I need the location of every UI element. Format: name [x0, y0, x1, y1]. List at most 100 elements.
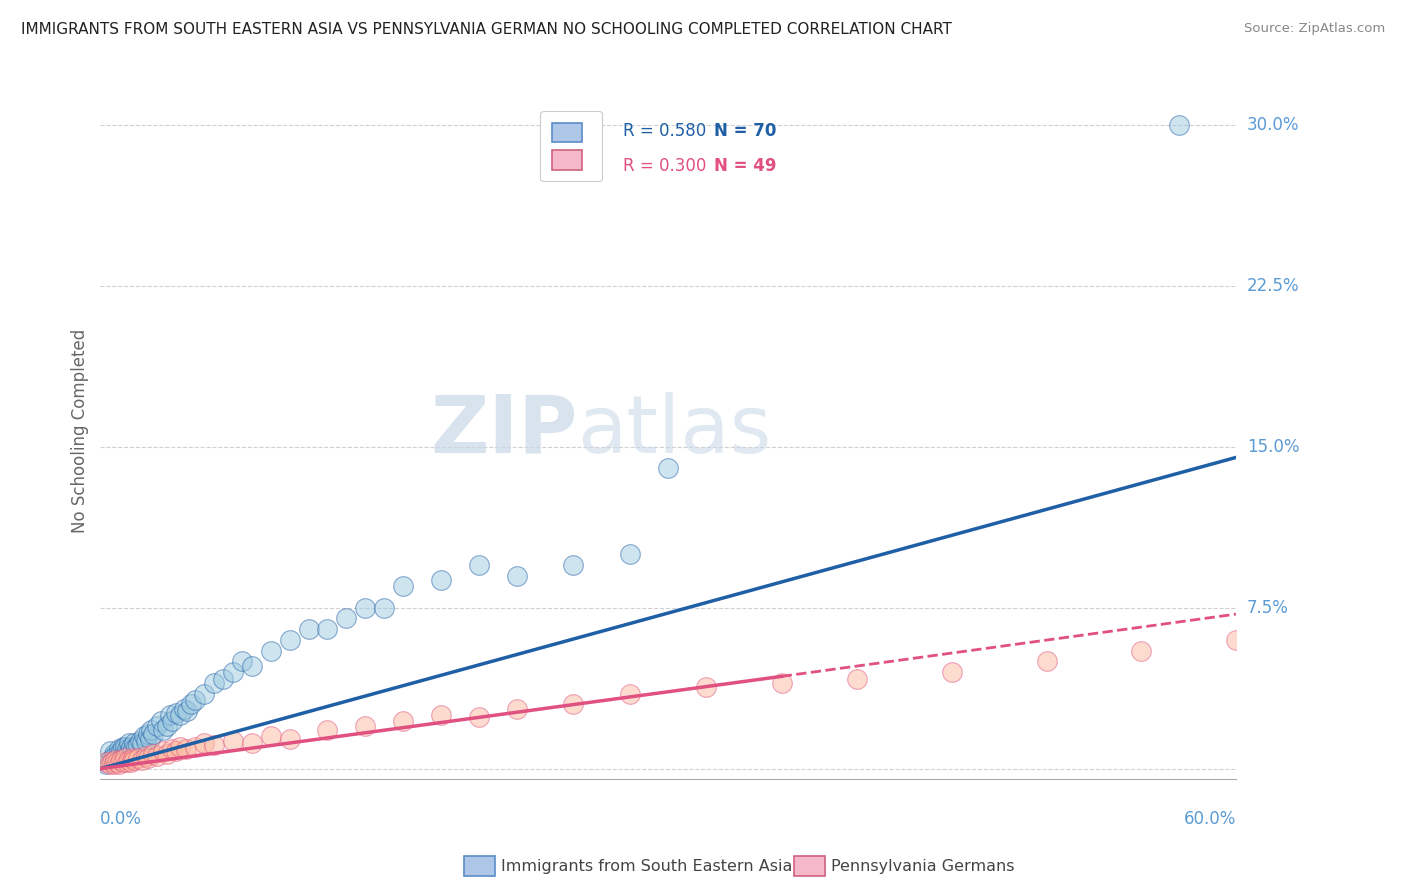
- Text: 7.5%: 7.5%: [1247, 599, 1289, 616]
- Legend: , : ,: [540, 112, 602, 181]
- Point: [468, 710, 491, 724]
- Point: [162, 742, 184, 756]
- Point: [131, 753, 153, 767]
- Point: [120, 756, 142, 770]
- Point: [103, 757, 125, 772]
- Point: [222, 665, 245, 679]
- Point: [100, 756, 122, 770]
- Point: [115, 756, 138, 770]
- Point: [149, 714, 172, 729]
- Point: [112, 740, 135, 755]
- Point: [112, 756, 135, 770]
- Point: [392, 714, 415, 729]
- Point: [373, 600, 395, 615]
- Point: [108, 742, 131, 756]
- Point: [278, 632, 301, 647]
- Point: [316, 723, 339, 737]
- Point: [135, 748, 157, 763]
- Point: [125, 740, 148, 755]
- Point: [124, 753, 146, 767]
- Point: [124, 736, 146, 750]
- Point: [202, 738, 225, 752]
- Point: [127, 738, 149, 752]
- Point: [846, 672, 869, 686]
- Point: [260, 643, 283, 657]
- Point: [169, 740, 191, 755]
- Point: [1225, 632, 1247, 647]
- Point: [104, 753, 127, 767]
- Text: 22.5%: 22.5%: [1247, 277, 1299, 294]
- Point: [118, 744, 141, 758]
- Point: [316, 622, 339, 636]
- Point: [132, 730, 155, 744]
- Point: [193, 736, 215, 750]
- Text: R = 0.580: R = 0.580: [623, 121, 706, 140]
- Point: [105, 756, 128, 770]
- Point: [94, 757, 117, 772]
- Point: [103, 756, 125, 770]
- Point: [506, 568, 529, 582]
- Point: [335, 611, 357, 625]
- Point: [222, 733, 245, 747]
- Point: [165, 744, 187, 758]
- Point: [941, 665, 963, 679]
- Point: [135, 733, 157, 747]
- Point: [297, 622, 319, 636]
- Point: [138, 731, 160, 746]
- Point: [562, 698, 585, 712]
- Point: [114, 751, 136, 765]
- Point: [121, 751, 143, 765]
- Point: [240, 736, 263, 750]
- Point: [354, 719, 377, 733]
- Point: [141, 723, 163, 737]
- Point: [104, 748, 127, 763]
- Point: [770, 675, 793, 690]
- Point: [430, 708, 453, 723]
- Point: [468, 558, 491, 572]
- Point: [619, 547, 641, 561]
- Point: [155, 747, 177, 761]
- Point: [115, 742, 138, 756]
- Text: Source: ZipAtlas.com: Source: ZipAtlas.com: [1244, 22, 1385, 36]
- Y-axis label: No Schooling Completed: No Schooling Completed: [72, 328, 89, 533]
- Point: [430, 573, 453, 587]
- Point: [142, 727, 165, 741]
- Point: [112, 748, 135, 763]
- Point: [174, 742, 197, 756]
- Point: [105, 751, 128, 765]
- Point: [110, 751, 132, 765]
- Point: [120, 740, 142, 755]
- Point: [162, 714, 184, 729]
- Point: [562, 558, 585, 572]
- Point: [159, 708, 181, 723]
- Text: Immigrants from South Eastern Asia: Immigrants from South Eastern Asia: [501, 859, 792, 873]
- Point: [619, 687, 641, 701]
- Point: [114, 740, 136, 755]
- Text: 60.0%: 60.0%: [1184, 810, 1236, 828]
- Point: [136, 727, 159, 741]
- Point: [202, 675, 225, 690]
- Point: [260, 730, 283, 744]
- Point: [1168, 118, 1191, 132]
- Point: [152, 723, 174, 737]
- Point: [1035, 654, 1057, 668]
- Point: [115, 748, 138, 763]
- Text: IMMIGRANTS FROM SOUTH EASTERN ASIA VS PENNSYLVANIA GERMAN NO SCHOOLING COMPLETED: IMMIGRANTS FROM SOUTH EASTERN ASIA VS PE…: [21, 22, 952, 37]
- Point: [146, 719, 169, 733]
- Text: 15.0%: 15.0%: [1247, 438, 1299, 456]
- Point: [173, 701, 195, 715]
- Point: [127, 751, 149, 765]
- Point: [212, 672, 235, 686]
- Point: [165, 706, 187, 720]
- Point: [146, 748, 169, 763]
- Point: [120, 747, 142, 761]
- Point: [98, 753, 121, 767]
- Text: Pennsylvania Germans: Pennsylvania Germans: [831, 859, 1015, 873]
- Point: [155, 719, 177, 733]
- Point: [104, 753, 127, 767]
- Point: [131, 736, 153, 750]
- Point: [152, 744, 174, 758]
- Point: [129, 733, 152, 747]
- Point: [657, 461, 679, 475]
- Point: [193, 687, 215, 701]
